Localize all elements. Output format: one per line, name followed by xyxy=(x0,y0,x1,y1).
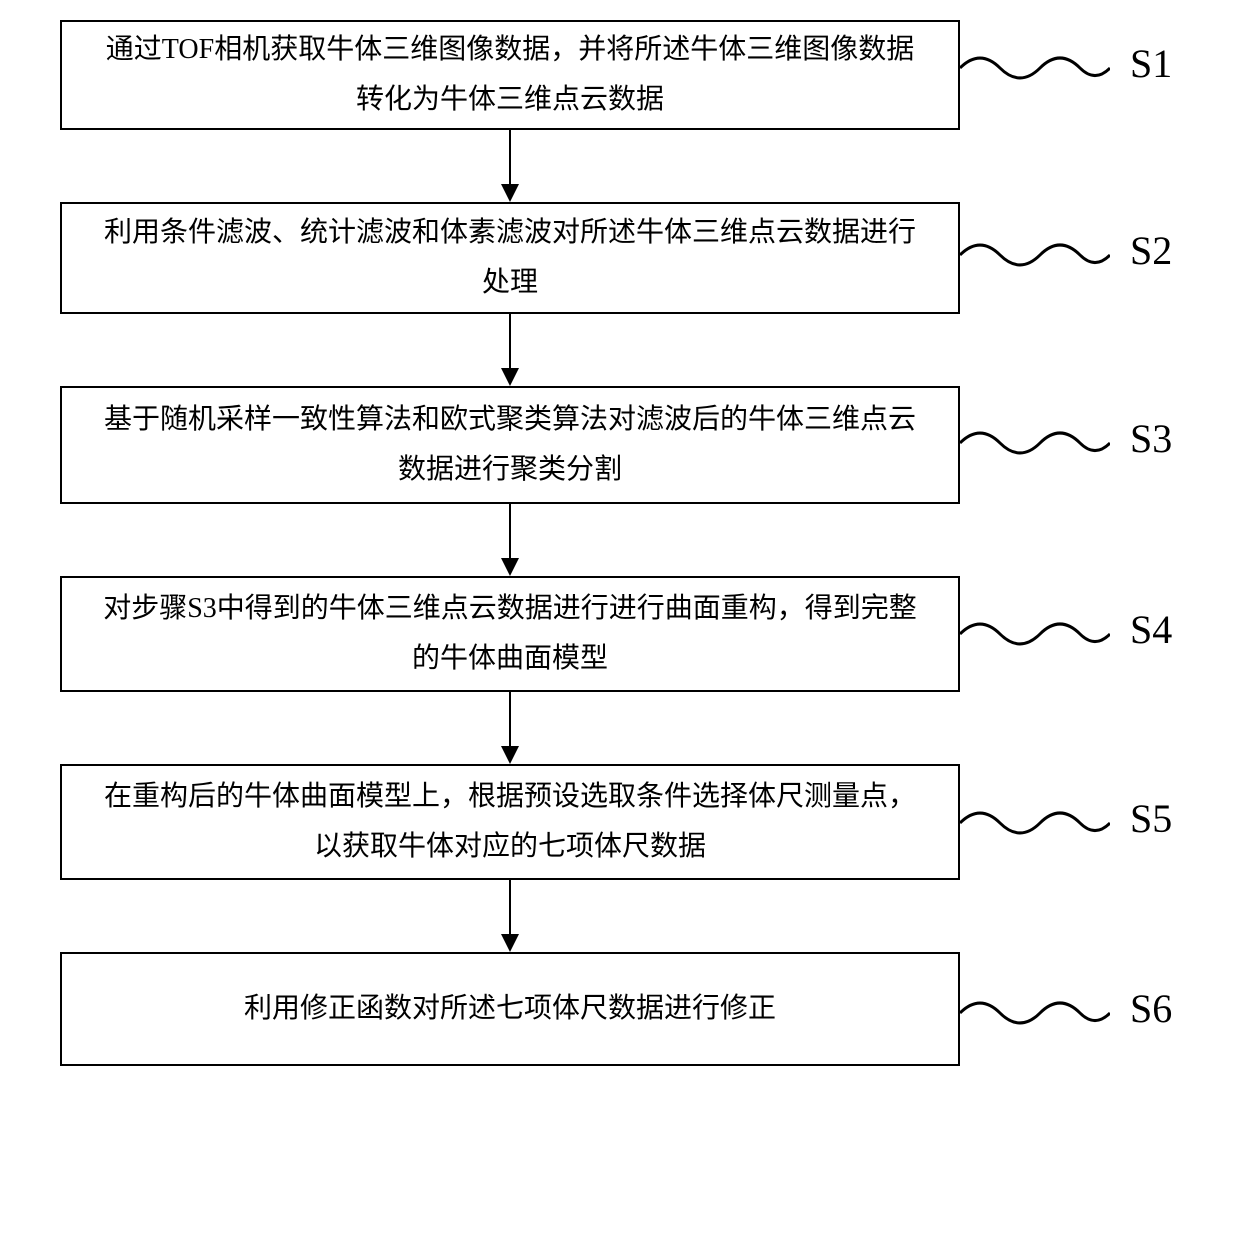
down-arrow-icon xyxy=(495,880,525,952)
step-text: 通过TOF相机获取牛体三维图像数据，并将所述牛体三维图像数据转化为牛体三维点云数… xyxy=(92,25,928,126)
step-label-s1: S1 xyxy=(1130,40,1172,87)
squiggle-s2 xyxy=(960,235,1110,275)
step-box-s3: 基于随机采样一致性算法和欧式聚类算法对滤波后的牛体三维点云数据进行聚类分割 xyxy=(60,386,960,504)
step-box-s6: 利用修正函数对所述七项体尺数据进行修正 xyxy=(60,952,960,1066)
step-box-s4: 对步骤S3中得到的牛体三维点云数据进行进行曲面重构，得到完整的牛体曲面模型 xyxy=(60,576,960,692)
squiggle-s1 xyxy=(960,48,1110,88)
step-box-s5: 在重构后的牛体曲面模型上，根据预设选取条件选择体尺测量点，以获取牛体对应的七项体… xyxy=(60,764,960,880)
arrow-s1-s2 xyxy=(60,130,960,202)
squiggle-s4 xyxy=(960,614,1110,654)
step-text: 利用修正函数对所述七项体尺数据进行修正 xyxy=(244,984,776,1034)
down-arrow-icon xyxy=(495,130,525,202)
down-arrow-icon xyxy=(495,692,525,764)
step-text: 对步骤S3中得到的牛体三维点云数据进行进行曲面重构，得到完整的牛体曲面模型 xyxy=(92,584,928,685)
arrow-s5-s6 xyxy=(60,880,960,952)
down-arrow-icon xyxy=(495,314,525,386)
squiggle-s5 xyxy=(960,803,1110,843)
step-label-s6: S6 xyxy=(1130,985,1172,1032)
arrow-s2-s3 xyxy=(60,314,960,386)
squiggle-s3 xyxy=(960,423,1110,463)
arrow-s3-s4 xyxy=(60,504,960,576)
step-text: 在重构后的牛体曲面模型上，根据预设选取条件选择体尺测量点，以获取牛体对应的七项体… xyxy=(92,772,928,873)
down-arrow-icon xyxy=(495,504,525,576)
step-text: 利用条件滤波、统计滤波和体素滤波对所述牛体三维点云数据进行处理 xyxy=(92,208,928,309)
step-text: 基于随机采样一致性算法和欧式聚类算法对滤波后的牛体三维点云数据进行聚类分割 xyxy=(92,395,928,496)
step-label-s3: S3 xyxy=(1130,415,1172,462)
step-label-s5: S5 xyxy=(1130,795,1172,842)
step-box-s1: 通过TOF相机获取牛体三维图像数据，并将所述牛体三维图像数据转化为牛体三维点云数… xyxy=(60,20,960,130)
arrow-s4-s5 xyxy=(60,692,960,764)
squiggle-s6 xyxy=(960,993,1110,1033)
step-label-s2: S2 xyxy=(1130,227,1172,274)
step-box-s2: 利用条件滤波、统计滤波和体素滤波对所述牛体三维点云数据进行处理 xyxy=(60,202,960,314)
flowchart-container: 通过TOF相机获取牛体三维图像数据，并将所述牛体三维图像数据转化为牛体三维点云数… xyxy=(60,20,960,1066)
step-label-s4: S4 xyxy=(1130,606,1172,653)
